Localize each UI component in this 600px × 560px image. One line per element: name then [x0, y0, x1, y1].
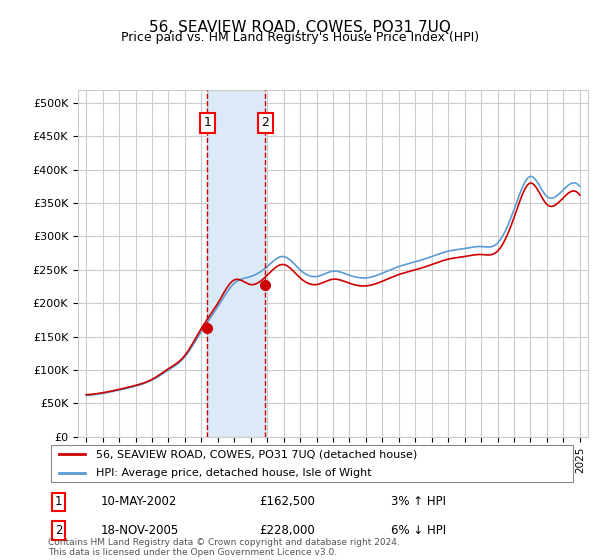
Bar	[208, 90, 265, 437]
Text: 2: 2	[261, 116, 269, 129]
Text: Price paid vs. HM Land Registry's House Price Index (HPI): Price paid vs. HM Land Registry's House …	[121, 31, 479, 44]
Text: 6% ↓ HPI: 6% ↓ HPI	[391, 524, 446, 538]
Text: 56, SEAVIEW ROAD, COWES, PO31 7UQ (detached house): 56, SEAVIEW ROAD, COWES, PO31 7UQ (detac…	[95, 449, 417, 459]
Text: 1: 1	[203, 116, 211, 129]
Text: 1: 1	[55, 496, 62, 508]
Text: Contains HM Land Registry data © Crown copyright and database right 2024.
This d: Contains HM Land Registry data © Crown c…	[48, 538, 400, 557]
Text: 56, SEAVIEW ROAD, COWES, PO31 7UQ: 56, SEAVIEW ROAD, COWES, PO31 7UQ	[149, 20, 451, 35]
Text: £162,500: £162,500	[259, 496, 315, 508]
Text: £228,000: £228,000	[259, 524, 315, 538]
Text: 18-NOV-2005: 18-NOV-2005	[101, 524, 179, 538]
Text: 10-MAY-2002: 10-MAY-2002	[101, 496, 177, 508]
Text: HPI: Average price, detached house, Isle of Wight: HPI: Average price, detached house, Isle…	[95, 468, 371, 478]
Text: 3% ↑ HPI: 3% ↑ HPI	[391, 496, 446, 508]
Text: 2: 2	[55, 524, 62, 538]
FancyBboxPatch shape	[50, 445, 574, 482]
